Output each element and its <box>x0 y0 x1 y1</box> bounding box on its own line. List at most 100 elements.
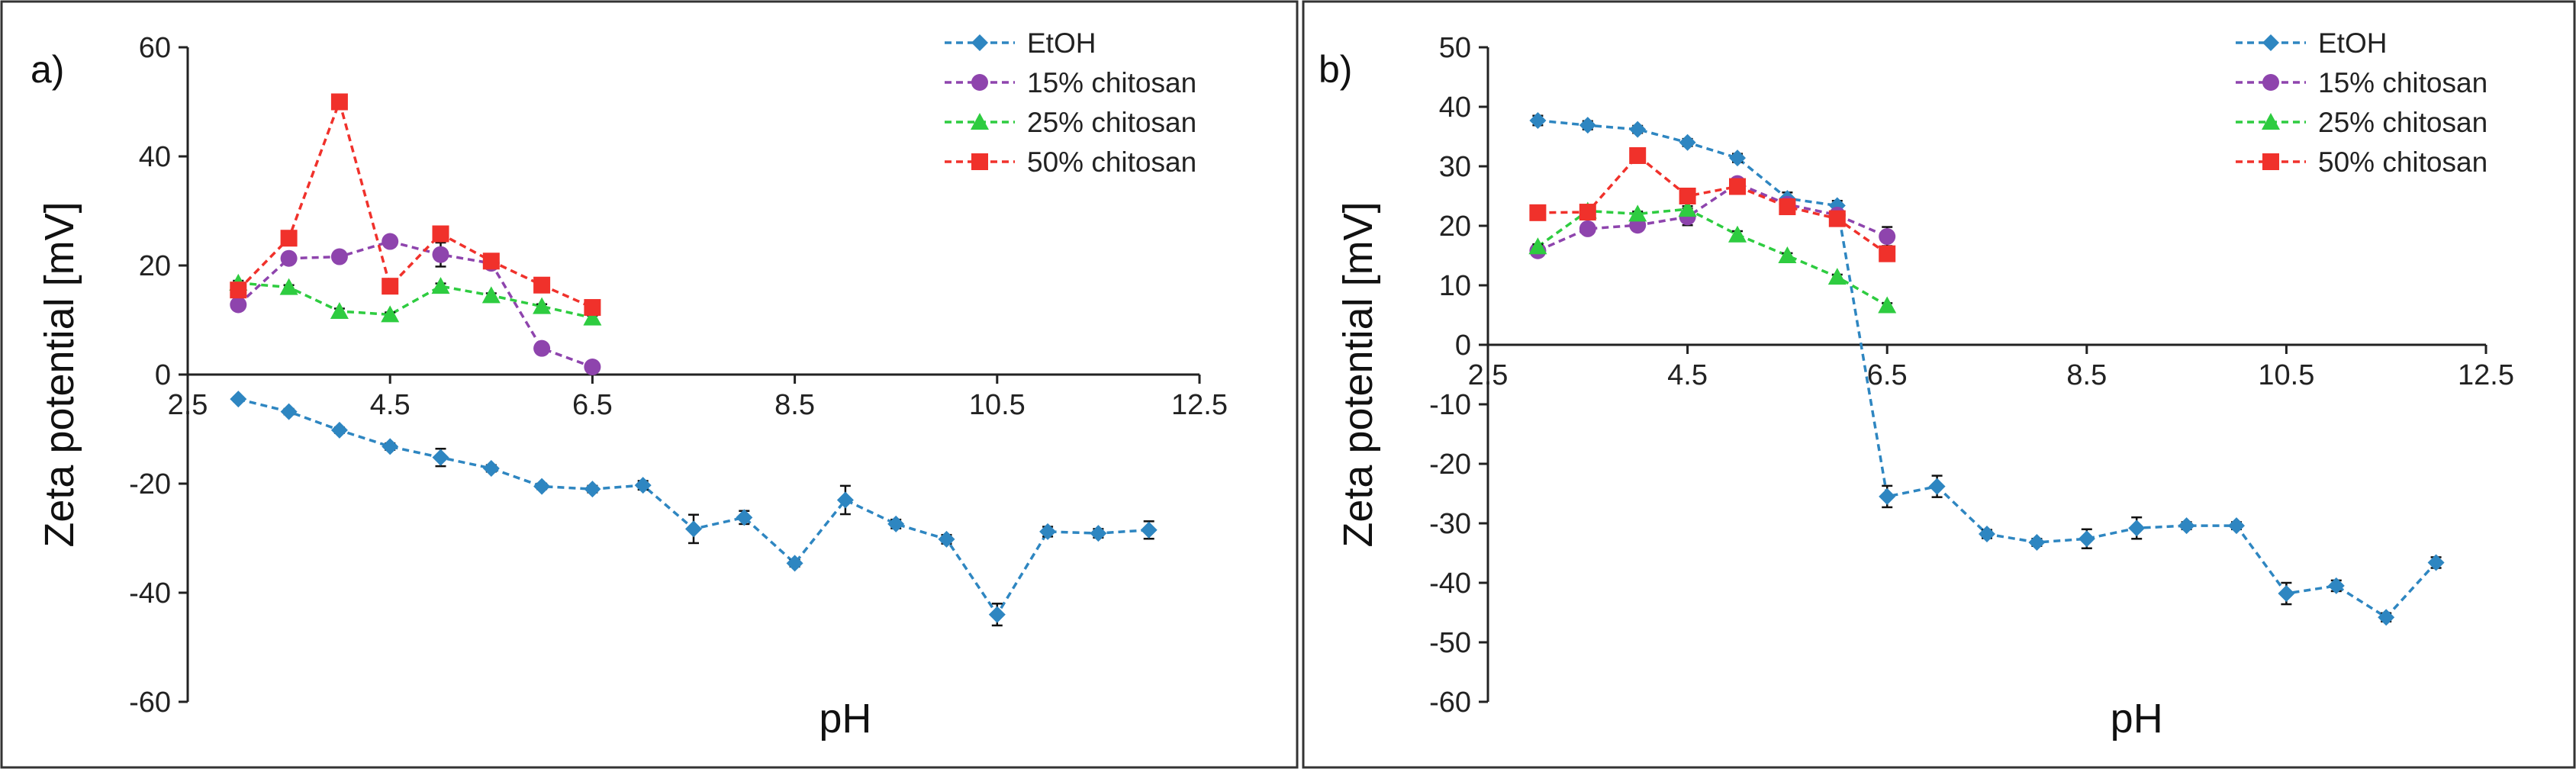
panel-a-legend-25-chitosan-swatch-marker <box>971 113 989 130</box>
panel-a-etoh-point <box>584 481 601 498</box>
panel-b-etoh-point <box>2028 533 2046 551</box>
panel-a-15-chitosan-point <box>432 246 449 263</box>
panel-b-etoh-point <box>1629 121 1647 138</box>
panel-a-25-chitosan-point <box>481 286 501 304</box>
panel-a-y-tick-label: -20 <box>129 468 171 500</box>
panel-a-etoh-point <box>634 477 652 494</box>
panel-a-50-chitosan-point <box>330 93 348 111</box>
panel-a-25-chitosan-point <box>381 305 400 323</box>
panel-b-y-tick-label: 10 <box>1439 270 1471 302</box>
panel-b-25-chitosan-point <box>1778 246 1797 263</box>
panel-a-legend-50-chitosan-swatch-marker <box>971 153 988 170</box>
panel-a-series-25-chitosan-line <box>238 281 593 320</box>
panel-b-25-chitosan-point <box>1878 296 1897 314</box>
chart-b-svg: b) -60 -50 -40 -30 -20 -10 0 10 20 30 40 50 2.5 4.5 6.5… <box>1302 0 2576 769</box>
panel-a-x-tick-label: 6.5 <box>572 389 613 421</box>
panel-b-y-tick-label: -40 <box>1429 568 1471 600</box>
panel-b-legend: EtOH 15% chitosan 25% chitosan 50% chitosan <box>2236 27 2487 178</box>
panel-b-etoh-point <box>1879 487 1896 505</box>
panel-a-etoh-point <box>786 555 803 572</box>
panel-a-etoh-point <box>736 509 753 526</box>
panel-a-series-50-chitosan <box>230 93 601 317</box>
panel-a-15-chitosan-point <box>230 296 247 314</box>
panel-a-15-chitosan-point <box>280 249 298 267</box>
panel-a-50-chitosan-point <box>584 299 601 317</box>
panel-a-x-tick-label: 10.5 <box>969 389 1026 421</box>
panel-b-legend-15-chitosan-label: 15% chitosan <box>2318 67 2487 98</box>
chart-a-svg: a) -60 -40 -20 0 20 40 60 2.5 4.5 6.5 8.5 10.5 12.5 Ze… <box>0 0 1299 769</box>
panel-b-x-tick-label: 2.5 <box>1468 359 1509 391</box>
panel-b-y-tick-label: -10 <box>1429 389 1471 421</box>
panel-a-x-tick-label: 8.5 <box>774 389 815 421</box>
panel-a-etoh-point <box>836 491 854 509</box>
panel-a-legend: EtOH 15% chitosan 25% chitosan 50% chitosan <box>945 27 1196 178</box>
panel-b-etoh-point <box>1979 526 1995 543</box>
panel-a-etoh-point <box>1090 525 1107 542</box>
panel-b-legend-25-chitosan-swatch-marker <box>2262 113 2280 130</box>
panel-b-y-tick-label: 30 <box>1439 151 1471 183</box>
panel-b-y-tick-label: -60 <box>1429 687 1471 719</box>
panel-a-y-tick-label: 60 <box>139 32 171 64</box>
panel-a-legend-25-chitosan-label: 25% chitosan <box>1027 107 1196 138</box>
panel-b-etoh-point <box>2128 519 2146 537</box>
panel-a-label: a) <box>31 48 64 91</box>
panel-a-frame <box>0 0 1299 769</box>
panel-a-y-axis-title: Zeta potential [mV] <box>37 201 82 547</box>
panel-b-etoh-point <box>2078 530 2095 548</box>
panel-a-25-chitosan-point <box>533 297 552 314</box>
chart-panel-b: b) -60 -50 -40 -30 -20 -10 0 10 20 30 40 50 2.5 4.5 6.5… <box>1302 0 2576 769</box>
panel-b-frame <box>1302 0 2576 769</box>
panel-a-etoh-point <box>988 606 1006 623</box>
panel-a-25-chitosan-point <box>431 277 450 294</box>
panel-a-etoh-point <box>230 391 247 408</box>
panel-a-y-tick-label: 0 <box>155 359 171 391</box>
panel-b-y-tick-label: -30 <box>1429 508 1471 540</box>
panel-a-legend-50-chitosan-label: 50% chitosan <box>1027 146 1196 178</box>
panel-b-etoh-point <box>1729 150 1746 167</box>
panel-b-25-chitosan-point <box>1628 204 1647 222</box>
panel-b-series-50-chitosan <box>1529 146 1896 262</box>
panel-a-etoh-point <box>330 421 348 439</box>
panel-b-y-tick-label: 40 <box>1439 92 1471 124</box>
panel-b-50-chitosan-point <box>1529 204 1547 221</box>
panel-b-etoh-point <box>2327 577 2345 594</box>
panel-b-15-chitosan-point <box>1879 228 1896 246</box>
panel-b-x-tick-label: 8.5 <box>2066 359 2107 391</box>
panel-a-50-chitosan-point <box>280 230 298 247</box>
panel-b-label: b) <box>1319 48 1352 91</box>
panel-b-legend-50-chitosan-swatch-marker <box>2262 153 2279 170</box>
panel-a-25-chitosan-point <box>279 278 298 295</box>
panel-a-y-tick-label: -40 <box>129 577 171 610</box>
panel-a-etoh-point <box>887 515 905 532</box>
panel-a-x-tick-label: 4.5 <box>370 389 411 421</box>
panel-b-legend-15-chitosan-swatch-marker <box>2262 74 2279 91</box>
panel-a-etoh-point <box>482 459 500 477</box>
panel-a-50-chitosan-point <box>230 281 247 299</box>
panel-b-50-chitosan-point <box>1828 210 1846 227</box>
panel-a-series-etoh <box>230 391 1158 627</box>
panel-a-legend-etoh-label: EtOH <box>1027 27 1096 59</box>
panel-b-x-tick-label: 10.5 <box>2258 359 2314 391</box>
panel-b-etoh-point <box>2427 554 2445 571</box>
panel-a-25-chitosan-point <box>330 302 349 320</box>
panel-a-etoh-point <box>1039 523 1057 540</box>
panel-b-etoh-point <box>1928 478 1946 495</box>
panel-b-15-chitosan-point <box>1579 220 1596 237</box>
panel-b-legend-25-chitosan-label: 25% chitosan <box>2318 107 2487 138</box>
panel-a-etoh-point <box>1140 521 1158 539</box>
panel-a-y-tick-label: 20 <box>139 250 171 282</box>
panel-a-series-15-chitosan <box>230 233 601 375</box>
panel-b-x-tick-label: 12.5 <box>2458 359 2514 391</box>
panel-b-50-chitosan-point <box>1629 146 1647 164</box>
panel-a-series-50-chitosan-line <box>237 97 594 309</box>
panel-a-x-tick-label: 2.5 <box>168 389 208 421</box>
panel-b-25-chitosan-point <box>1528 237 1547 255</box>
panel-b-legend-50-chitosan-label: 50% chitosan <box>2318 146 2487 178</box>
panel-b-x-tick-label: 4.5 <box>1667 359 1708 391</box>
panel-a-x-axis-title: pH <box>819 696 871 741</box>
panel-b-legend-etoh-label: EtOH <box>2318 27 2387 59</box>
panel-b-50-chitosan-point <box>1879 245 1896 262</box>
panel-b-etoh-point <box>1579 117 1596 134</box>
panel-b-x-tick-label: 6.5 <box>1867 359 1908 391</box>
panel-b-etoh-point <box>2178 517 2195 535</box>
